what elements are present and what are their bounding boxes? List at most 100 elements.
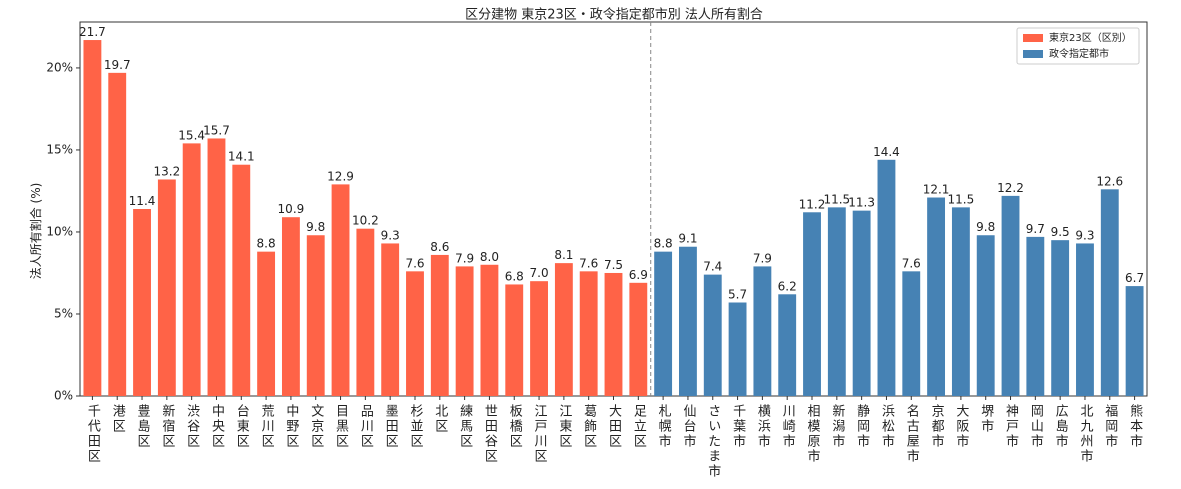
x-tick-label: 大阪市 [953,404,969,449]
value-label: 10.9 [278,202,305,216]
x-tick-label: 千葉市 [730,404,746,449]
x-tick-label: 目黒区 [333,404,349,449]
value-label: 8.0 [480,250,499,264]
y-tick-label: 5% [54,306,73,320]
bar [1001,195,1020,396]
value-label: 9.5 [1051,225,1070,239]
legend-swatch [1023,50,1043,58]
bar [951,207,970,396]
bar [1076,243,1094,396]
x-tick-label: 墨田区 [383,404,399,449]
bar [852,210,871,396]
bar [604,272,623,396]
bar [232,164,251,396]
bar [902,271,921,396]
x-tick-label: 大田区 [606,404,622,449]
x-tick-label: 中野区 [283,404,299,449]
value-label: 10.2 [352,214,379,228]
y-tick-label: 15% [46,142,73,156]
x-tick-label: 豊島区 [135,404,151,449]
bar [108,72,127,396]
bar [827,207,846,396]
value-label: 7.9 [753,251,772,265]
bar [331,184,350,396]
bar [157,179,176,396]
bar [505,284,524,396]
value-label: 7.5 [604,258,623,272]
x-tick-label: 台東区 [234,404,250,449]
value-label: 9.3 [1075,228,1094,242]
x-tick-label: 新宿区 [159,403,175,449]
value-label: 12.1 [923,183,950,197]
x-tick-label: 北九州市 [1077,404,1093,464]
x-tick-label: 江東区 [556,404,572,449]
value-label: 11.3 [848,196,875,210]
x-tick-label: さいたま市 [705,404,721,479]
x-tick-label: 福岡市 [1102,404,1118,449]
value-label: 8.6 [430,240,449,254]
value-label: 9.8 [976,220,995,234]
x-tick-label: 杉並区 [407,404,423,449]
x-tick-label: 江戸川区 [532,404,548,464]
x-tick-label: 世田谷区 [482,404,498,464]
x-tick-label: 練馬区 [457,404,473,449]
bar [728,302,747,396]
value-label: 7.4 [703,260,722,274]
chart-title: 区分建物 東京23区・政令指定都市別 法人所有割合 [465,7,763,23]
bar [654,251,673,396]
bar [778,294,797,396]
x-tick-label: 札幌市 [656,404,672,449]
value-label: 8.8 [257,237,276,251]
value-label: 11.4 [129,194,156,208]
legend-swatch [1023,34,1043,42]
x-tick-label: 京都市 [929,404,945,449]
value-label: 8.8 [654,237,673,251]
x-tick-label: 熊本市 [1127,403,1143,449]
value-label: 9.1 [678,232,697,246]
bar [1051,240,1070,396]
value-label: 11.5 [948,192,975,206]
bar [406,271,424,396]
x-tick-label: 川崎市 [780,404,796,449]
value-label: 6.9 [629,268,648,282]
value-label: 9.7 [1026,222,1045,236]
bar [133,209,151,396]
bar [803,212,821,396]
x-tick-label: 荒川区 [259,404,275,449]
bar [306,235,325,396]
bar [1100,189,1119,396]
value-label: 19.7 [104,58,131,72]
bar [753,266,772,396]
bar [356,228,375,396]
bar [679,246,697,396]
bar [877,159,896,396]
bar [182,143,201,396]
x-tick-label: 岡山市 [1028,404,1044,449]
bar [480,264,499,396]
bar [281,217,300,396]
x-tick-label: 北区 [432,404,448,434]
value-label: 7.9 [455,251,474,265]
value-label: 5.7 [728,288,747,302]
bar [703,274,722,396]
legend-label: 政令指定都市 [1049,47,1109,60]
value-label: 11.5 [823,192,850,206]
x-tick-label: 浜松市 [879,404,895,449]
y-tick-label: 0% [54,389,73,403]
bar [554,263,573,396]
value-label: 21.7 [79,25,106,39]
value-label: 15.4 [178,128,205,142]
value-label: 6.8 [505,269,524,283]
value-label: 7.6 [405,256,424,270]
value-label: 12.6 [1096,174,1123,188]
bar [927,197,946,396]
value-label: 14.4 [873,145,900,159]
value-label: 7.0 [530,266,549,280]
y-axis-label: 法人所有割合 (%) [28,183,43,280]
bar [455,266,474,396]
bar [207,138,226,396]
value-label: 7.6 [902,256,921,270]
bar [381,243,400,396]
legend-label: 東京23区（区別） [1049,31,1132,44]
x-tick-label: 板橋区 [507,404,523,449]
